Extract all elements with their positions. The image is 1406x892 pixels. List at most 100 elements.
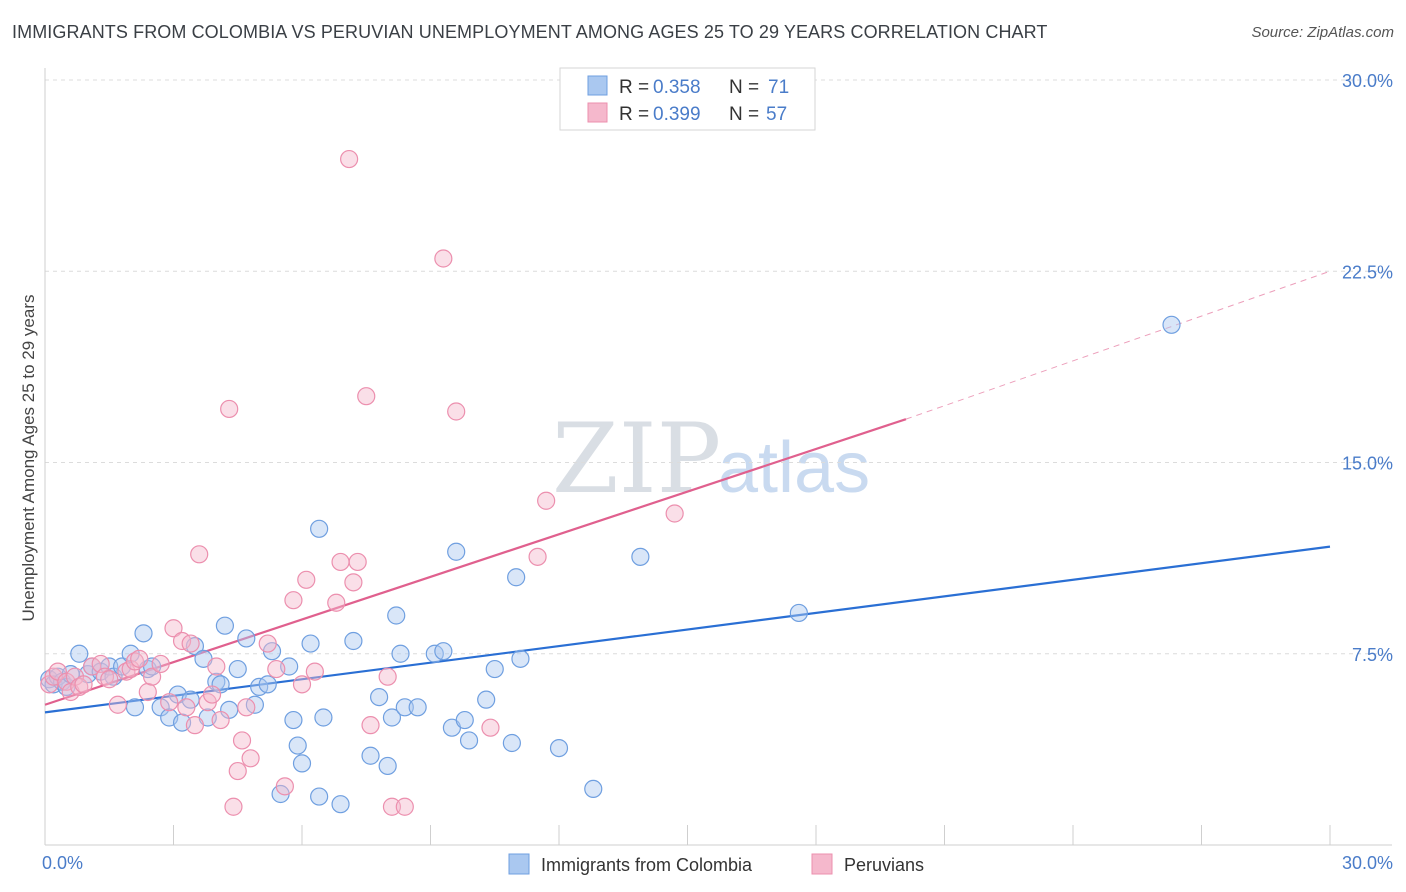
- data-point-series-0: [549, 738, 569, 758]
- series-legend: Immigrants from Colombia Peruvians: [508, 853, 924, 875]
- series-legend-label-colombia: Immigrants from Colombia: [541, 855, 753, 875]
- data-point-series-1: [331, 552, 350, 572]
- data-point-series-0: [292, 754, 312, 773]
- data-point-series-0: [228, 659, 247, 679]
- data-point-series-0: [447, 542, 466, 561]
- data-point-series-0: [301, 634, 320, 653]
- data-point-series-1: [185, 716, 205, 735]
- data-point-series-1: [142, 667, 162, 686]
- trend-line-0: [44, 545, 1331, 714]
- data-point-series-1: [340, 149, 359, 169]
- grid-lines: [45, 79, 1392, 655]
- data-point-series-0: [344, 631, 363, 651]
- data-point-series-0: [310, 787, 329, 806]
- data-point-series-1: [297, 570, 316, 589]
- series-legend-swatch-colombia: [508, 853, 530, 875]
- y-tick-label: 15.0%: [1342, 454, 1393, 474]
- data-point-series-1: [181, 634, 200, 653]
- data-point-series-0: [258, 675, 277, 694]
- y-tick-label: 22.5%: [1342, 262, 1393, 282]
- data-point-series-1: [348, 552, 367, 572]
- data-point-series-1: [164, 619, 183, 638]
- legend-n-value-peruvians: 57: [766, 104, 787, 125]
- y-axis-label: Unemployment Among Ages 25 to 29 years: [19, 295, 38, 622]
- data-point-series-1: [292, 675, 312, 694]
- data-point-series-1: [138, 682, 157, 702]
- data-point-series-1: [207, 657, 226, 676]
- data-point-series-1: [344, 573, 363, 592]
- watermark-atlas: atlas: [718, 428, 870, 508]
- y-tick-label: 30.0%: [1342, 71, 1393, 91]
- data-point-series-1: [305, 662, 324, 681]
- data-point-series-0: [331, 795, 350, 814]
- data-point-series-0: [382, 708, 402, 727]
- data-point-series-1: [190, 545, 209, 564]
- data-point-series-1: [258, 634, 277, 653]
- series-legend-label-peruvians: Peruvians: [844, 855, 924, 875]
- data-point-series-1: [267, 659, 286, 679]
- data-point-series-1: [378, 667, 397, 686]
- legend-r-value-peruvians: 0.399: [653, 104, 701, 125]
- legend-n-label-colombia: N =: [729, 77, 759, 98]
- x-tick-label-min: 0.0%: [42, 853, 83, 873]
- chart-title: IMMIGRANTS FROM COLOMBIA VS PERUVIAN UNE…: [12, 22, 1048, 42]
- data-point-series-0: [70, 644, 89, 663]
- data-point-series-1: [395, 797, 414, 816]
- data-point-series-0: [310, 519, 329, 538]
- trend-line-1: [44, 418, 907, 706]
- data-point-series-1: [74, 675, 93, 694]
- series-legend-swatch-peruvians: [811, 853, 833, 875]
- legend-swatch-colombia: [587, 75, 608, 96]
- stats-legend: R = 0.358 N = 71 R = 0.399 N = 57: [559, 67, 816, 131]
- source-label: Source: ZipAtlas.com: [1251, 24, 1394, 41]
- data-point-series-1: [665, 504, 684, 523]
- data-point-series-0: [408, 698, 427, 717]
- y-tick-labels: 7.5% 15.0% 22.5% 30.0%: [1342, 71, 1393, 665]
- data-point-series-1: [177, 698, 196, 717]
- data-point-series-0: [288, 736, 307, 755]
- data-point-series-1: [108, 695, 127, 714]
- data-point-series-1: [327, 593, 346, 612]
- data-point-series-0: [511, 649, 530, 668]
- data-point-series-1: [382, 797, 402, 816]
- data-point-series-0: [789, 603, 808, 623]
- trend-lines: [44, 270, 1331, 714]
- data-point-series-0: [507, 568, 526, 587]
- data-point-series-1: [537, 491, 556, 510]
- data-point-series-1: [160, 693, 179, 712]
- data-point-series-1: [434, 249, 453, 268]
- data-point-series-1: [447, 402, 466, 421]
- trend-line-extension-1: [905, 270, 1331, 420]
- data-point-series-0: [584, 779, 603, 799]
- data-point-series-0: [485, 659, 504, 679]
- axes: [44, 68, 1392, 846]
- data-point-series-1: [361, 716, 380, 735]
- data-point-series-1: [528, 547, 547, 566]
- data-point-series-1: [237, 698, 256, 717]
- x-tick-labels: 0.0% 30.0%: [42, 853, 1393, 873]
- x-tick-label-max: 30.0%: [1342, 853, 1393, 873]
- data-point-series-1: [151, 654, 170, 674]
- data-point-series-0: [631, 547, 650, 566]
- data-point-series-0: [455, 710, 474, 730]
- data-point-series-1: [100, 670, 119, 689]
- data-point-series-1: [275, 777, 294, 796]
- data-point-series-0: [477, 690, 496, 709]
- data-point-series-1: [357, 387, 376, 406]
- data-point-series-1: [202, 685, 222, 704]
- data-point-series-0: [125, 698, 145, 717]
- data-point-series-1: [130, 649, 149, 668]
- data-point-series-1: [220, 399, 239, 419]
- data-point-series-0: [370, 687, 389, 707]
- data-point-series-0: [387, 606, 406, 625]
- data-point-series-1: [211, 710, 230, 730]
- data-point-series-0: [1162, 315, 1181, 334]
- data-point-series-0: [361, 746, 380, 765]
- legend-swatch-peruvians: [587, 102, 608, 123]
- data-point-series-0: [215, 616, 234, 635]
- data-point-series-1: [228, 761, 247, 781]
- watermark-zip: ZIP: [552, 403, 721, 515]
- y-tick-label: 7.5%: [1352, 645, 1393, 665]
- data-point-series-0: [502, 733, 521, 753]
